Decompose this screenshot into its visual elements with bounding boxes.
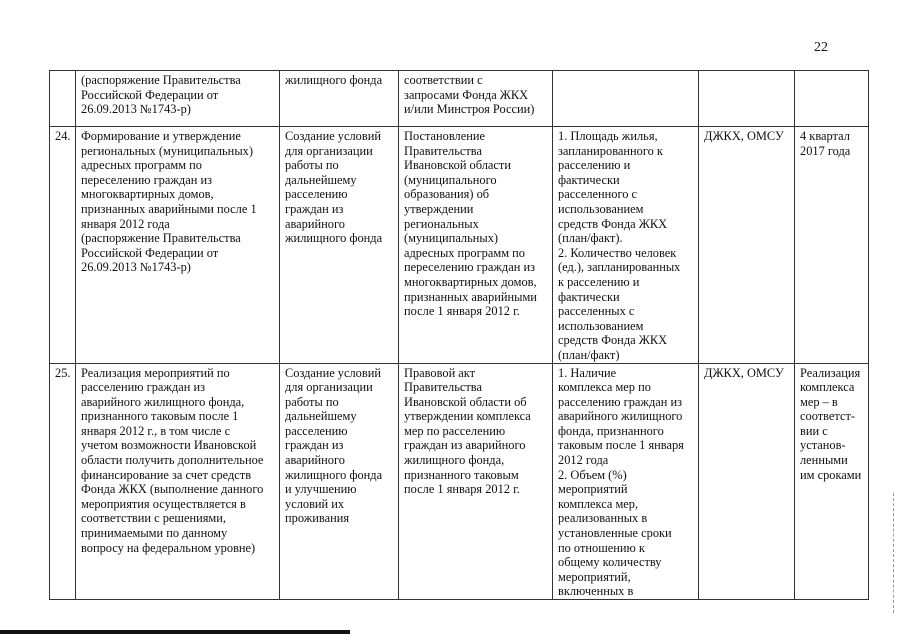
indicators-cell: 1. Наличие комплекса мер по расселению г… xyxy=(552,362,699,600)
table-row: 25. Реализация мероприятий по расселению… xyxy=(49,362,869,600)
goal-cell: жилищного фонда xyxy=(279,70,399,127)
scan-edge-mark xyxy=(893,493,896,613)
row-number xyxy=(49,70,76,127)
indicators-cell xyxy=(552,70,699,127)
measures-table: (распоряжение Правительства Российской Ф… xyxy=(49,70,869,600)
scan-edge-bar xyxy=(0,630,350,634)
indicators-cell: 1. Площадь жилья, запланированного к рас… xyxy=(552,126,699,364)
activity-cell: (распоряжение Правительства Российской Ф… xyxy=(75,70,280,127)
responsible-cell: ДЖКХ, ОМСУ xyxy=(698,362,795,600)
document-cell: Правовой акт Правительства Ивановской об… xyxy=(398,362,553,600)
document-cell: соответствии с запросами Фонда ЖКХ и/или… xyxy=(398,70,553,127)
activity-cell: Формирование и утверждение региональных … xyxy=(75,126,280,364)
table-row: 24. Формирование и утверждение региональ… xyxy=(49,126,869,364)
row-number: 25. xyxy=(49,362,76,600)
responsible-cell xyxy=(698,70,795,127)
goal-cell: Создание условий для организации работы … xyxy=(279,126,399,364)
responsible-cell: ДЖКХ, ОМСУ xyxy=(698,126,795,364)
goal-cell: Создание условий для организации работы … xyxy=(279,362,399,600)
document-cell: Постановление Правительства Ивановской о… xyxy=(398,126,553,364)
deadline-cell: 4 квартал 2017 года xyxy=(794,126,869,364)
deadline-cell xyxy=(794,70,869,127)
page-number: 22 xyxy=(814,40,828,55)
activity-cell: Реализация мероприятий по расселению гра… xyxy=(75,362,280,600)
table-row: (распоряжение Правительства Российской Ф… xyxy=(49,70,869,127)
row-number: 24. xyxy=(49,126,76,364)
deadline-cell: Реализация комплекса мер – в соответст- … xyxy=(794,362,869,600)
